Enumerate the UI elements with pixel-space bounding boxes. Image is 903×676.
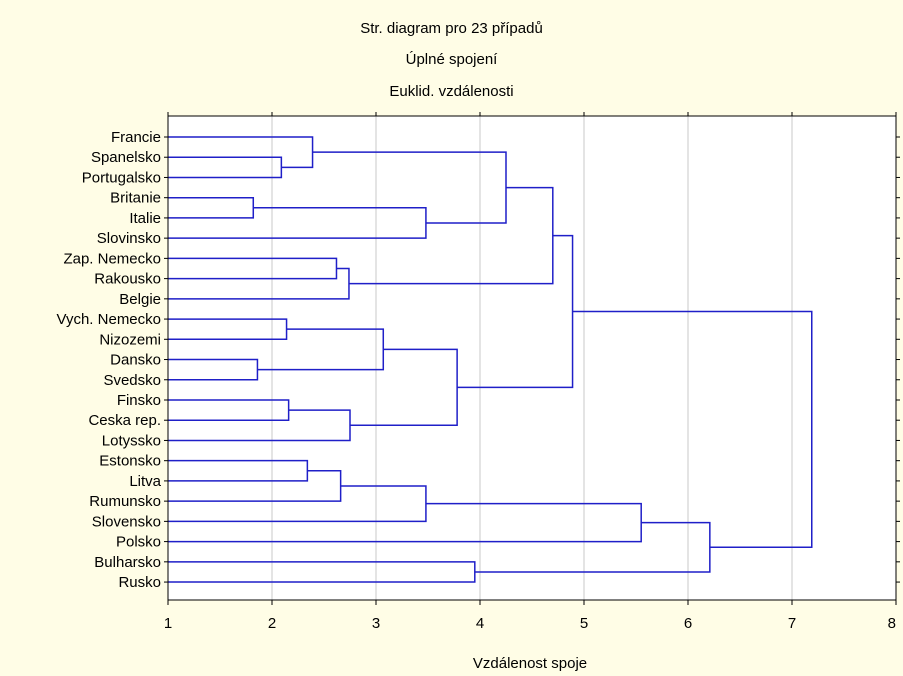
leaf-label: Portugalsko bbox=[82, 169, 161, 186]
leaf-label: Rakousko bbox=[94, 271, 161, 288]
leaf-label: Lotyssko bbox=[102, 432, 161, 449]
x-tick-label: 1 bbox=[164, 615, 172, 632]
x-tick-label: 4 bbox=[476, 615, 484, 632]
x-tick-label: 5 bbox=[580, 615, 588, 632]
chart-title: Str. diagram pro 23 případů bbox=[360, 20, 543, 37]
leaf-label: Finsko bbox=[117, 392, 161, 409]
leaf-label: Britanie bbox=[110, 190, 161, 207]
chart-subtitle-method: Úplné spojení bbox=[405, 51, 498, 68]
leaf-label: Ceska rep. bbox=[88, 412, 161, 429]
leaf-label: Vych. Nemecko bbox=[57, 311, 161, 328]
leaf-label: Slovensko bbox=[92, 513, 161, 530]
dendrogram-branches bbox=[168, 136, 813, 583]
plot-area bbox=[168, 116, 896, 600]
leaf-label: Polsko bbox=[116, 534, 161, 551]
x-axis-label: Vzdálenost spoje bbox=[473, 655, 587, 672]
leaf-label: Rusko bbox=[118, 574, 161, 591]
x-axis: 1 2 3 4 5 6 7 8 bbox=[164, 112, 900, 632]
leaf-label: Nizozemi bbox=[99, 331, 161, 348]
x-tick-label: 8 bbox=[888, 615, 896, 632]
leaf-label: Spanelsko bbox=[91, 149, 161, 166]
leaf-label: Belgie bbox=[119, 291, 161, 308]
leaf-label: Rumunsko bbox=[89, 493, 161, 510]
leaf-label: Litva bbox=[129, 473, 161, 490]
leaf-label: Dansko bbox=[110, 352, 161, 369]
leaf-label: Svedsko bbox=[103, 372, 161, 389]
leaf-label: Bulharsko bbox=[94, 554, 161, 571]
grid-lines bbox=[271, 116, 793, 600]
plot-frame bbox=[167, 115, 897, 601]
leaf-label: Francie bbox=[111, 129, 161, 146]
leaf-labels: Francie Spanelsko Portugalsko Britanie Itali… bbox=[57, 129, 162, 591]
leaf-label: Zap. Nemecko bbox=[63, 250, 161, 267]
leaf-label: Italie bbox=[129, 210, 161, 227]
chart-subtitle-distance: Euklid. vzdálenosti bbox=[389, 83, 514, 100]
x-tick-label: 7 bbox=[788, 615, 796, 632]
dendrogram-branch bbox=[572, 310, 813, 549]
x-tick-label: 3 bbox=[372, 615, 380, 632]
leaf-label: Estonsko bbox=[99, 453, 161, 470]
x-tick-label: 2 bbox=[268, 615, 276, 632]
x-tick-label: 6 bbox=[684, 615, 692, 632]
leaf-label: Slovinsko bbox=[97, 230, 161, 247]
